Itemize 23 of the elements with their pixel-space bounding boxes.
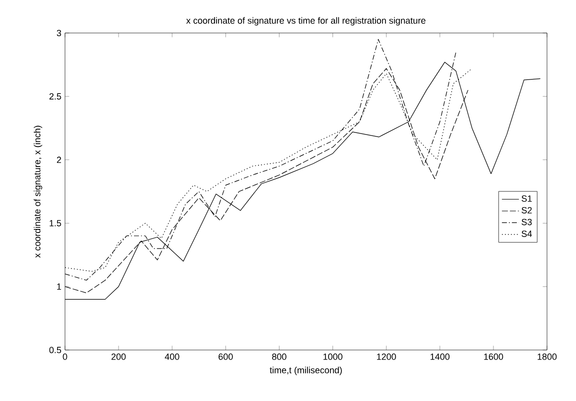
x-axis-title: time,t (milisecond) xyxy=(270,366,342,376)
x-tick-label: 1400 xyxy=(430,354,450,360)
x-tick-label: 600 xyxy=(218,354,233,360)
legend-label: S1 xyxy=(522,195,532,202)
x-tick-label: 200 xyxy=(112,354,126,360)
y-tick-label: 2.5 xyxy=(49,93,62,100)
x-tick-label: 1800 xyxy=(538,354,557,360)
chart-title: x coordinate of signature vs time for all registration signature xyxy=(186,17,426,26)
y-tick-label: 3 xyxy=(56,30,62,36)
legend-label: S2 xyxy=(522,207,532,214)
x-tick-label: 1200 xyxy=(377,354,396,360)
x-tick-label: 1600 xyxy=(484,354,504,360)
y-tick-label: 2 xyxy=(56,156,62,163)
y-tick-label: 1 xyxy=(57,284,62,290)
legend-label: S4 xyxy=(522,230,532,237)
y-axis-title: x coordinate of signature, x (inch) xyxy=(34,126,42,258)
x-tick-label: 800 xyxy=(272,354,286,360)
x-tick-label: 0 xyxy=(62,354,68,360)
x-tick-label: 1000 xyxy=(323,354,342,360)
y-tick-label: 0.5 xyxy=(49,346,62,354)
y-tick-label: 1.5 xyxy=(50,220,62,226)
legend-label: S3 xyxy=(522,218,532,226)
x-tick-label: 400 xyxy=(164,354,180,360)
